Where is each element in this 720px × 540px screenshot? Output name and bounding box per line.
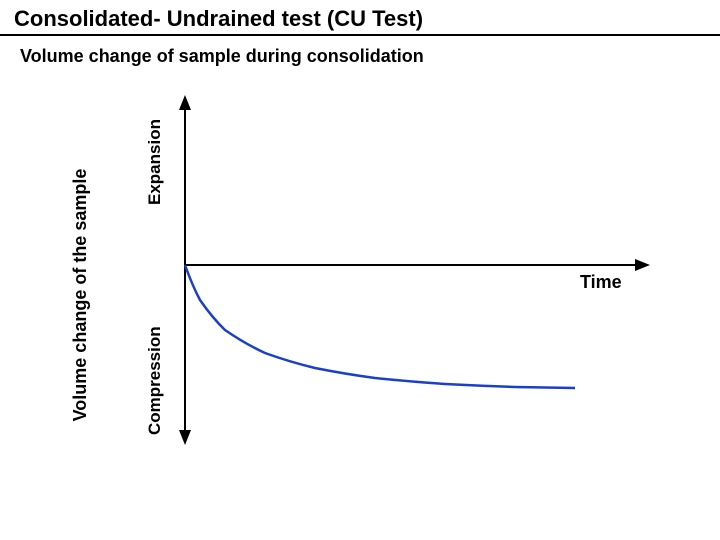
page-subtitle: Volume change of sample during consolida… xyxy=(20,46,424,67)
title-underline xyxy=(0,34,720,36)
y-axis-arrow-down-icon xyxy=(179,430,191,445)
y-axis-arrow-up-icon xyxy=(179,95,191,110)
chart-container: Volume change of the sample Expansion Co… xyxy=(0,90,720,470)
page-title: Consolidated- Undrained test (CU Test) xyxy=(14,6,423,32)
consolidation-curve xyxy=(185,265,575,388)
x-axis-arrow-right-icon xyxy=(635,259,650,271)
chart-svg xyxy=(155,90,655,450)
